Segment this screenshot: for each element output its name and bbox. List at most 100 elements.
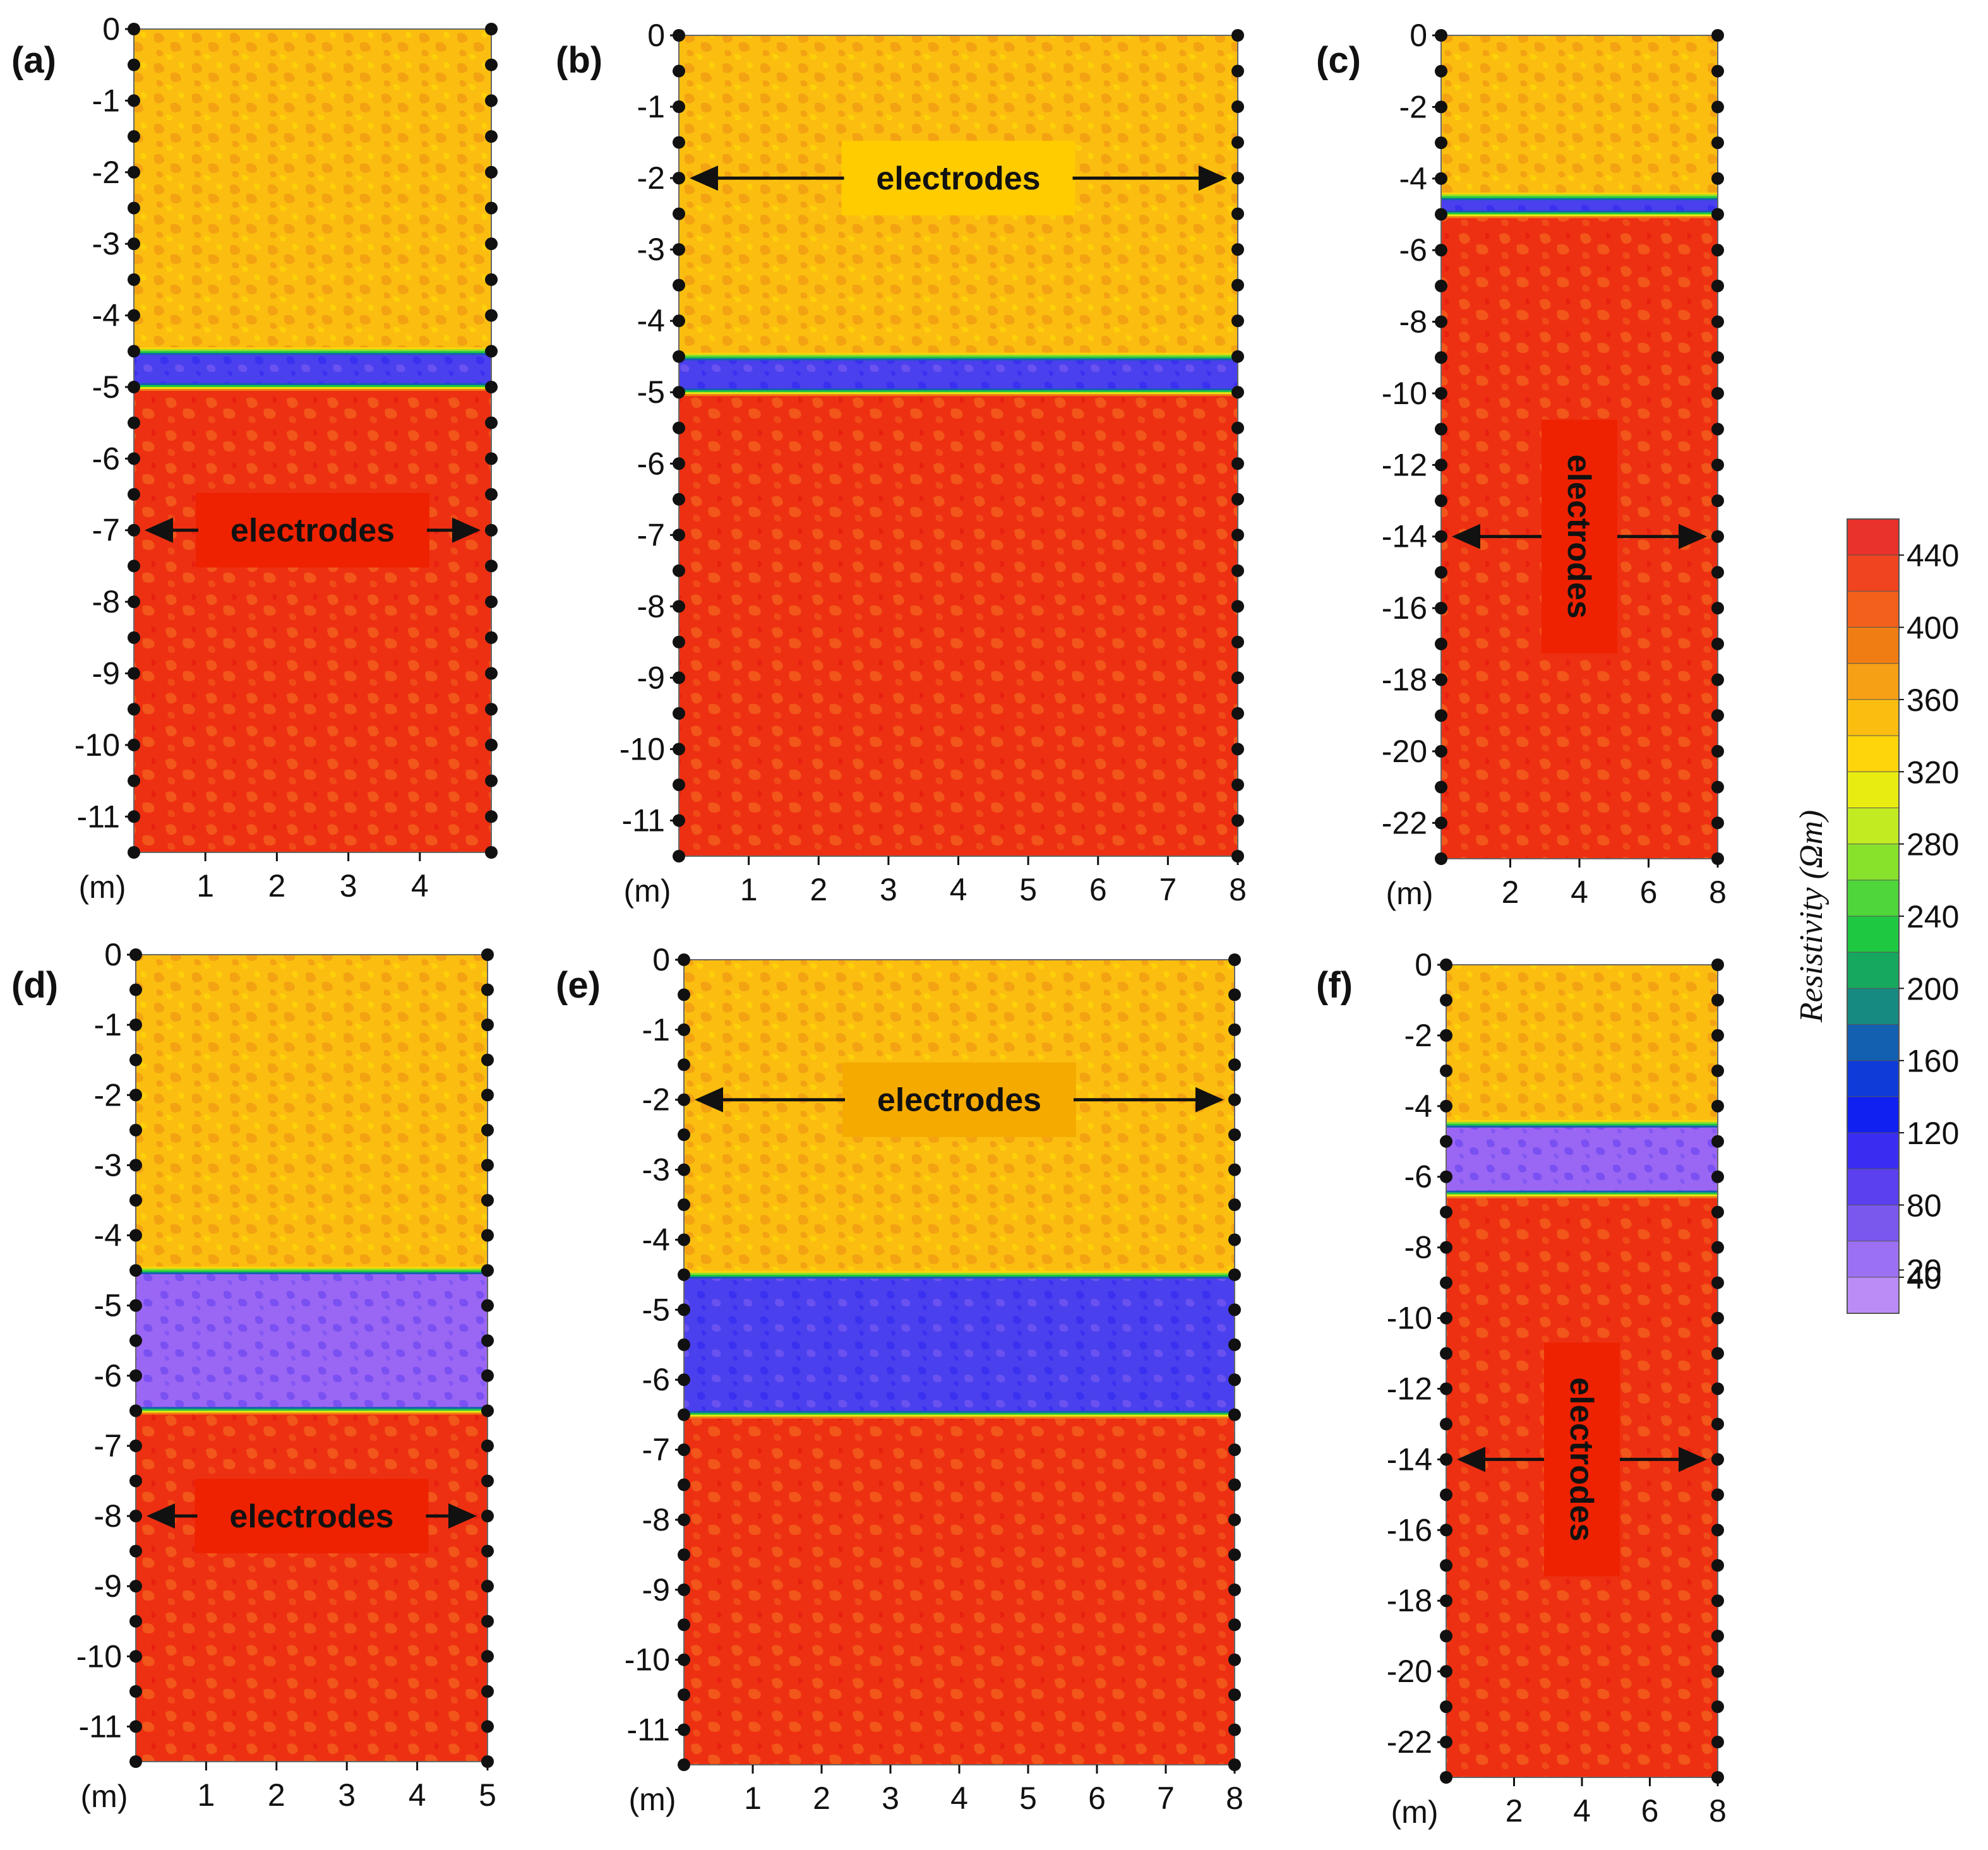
- y-tick-label: -11: [76, 799, 120, 834]
- layer-boundary: [1441, 210, 1718, 218]
- electrode-dot: [678, 1758, 690, 1771]
- electrode-dot: [1231, 457, 1244, 470]
- electrode-dot: [1711, 1453, 1724, 1466]
- electrode-dot: [673, 850, 685, 862]
- electrode-dot: [1711, 1029, 1724, 1042]
- y-tick-label: 0: [104, 937, 122, 972]
- x-unit-label: (m): [79, 869, 126, 905]
- electrode-dot: [1231, 136, 1244, 149]
- electrode-dot: [485, 23, 498, 35]
- panel-label: (b): [556, 40, 602, 81]
- y-tick-label: -7: [94, 1428, 122, 1464]
- electrode-dot: [673, 707, 685, 720]
- x-tick-label: 1: [744, 1781, 762, 1816]
- x-tick-label: 6: [1088, 1781, 1106, 1816]
- x-tick-label: 8: [1709, 1793, 1727, 1829]
- electrode-dot: [1440, 1700, 1452, 1714]
- annotation-box: [195, 1479, 429, 1554]
- electrode-dot: [481, 1299, 494, 1312]
- electrode-dot: [129, 1334, 142, 1347]
- electrode-dot: [1228, 1093, 1241, 1106]
- electrode-dot: [1711, 1241, 1724, 1254]
- y-tick-label: -6: [1399, 232, 1427, 268]
- electrode-dot: [1231, 207, 1244, 220]
- y-tick-label: 0: [647, 18, 665, 53]
- x-tick-label: 8: [1226, 1781, 1243, 1816]
- electrode-dot: [481, 1510, 494, 1523]
- layer-boundary: [136, 1267, 488, 1275]
- electrode-dot: [481, 1720, 494, 1733]
- electrode-dot: [678, 1688, 690, 1702]
- layer-middle: [679, 356, 1238, 393]
- electrode-dot: [673, 778, 685, 791]
- electrode-dot: [129, 1544, 142, 1558]
- electrode-dot: [129, 1474, 142, 1488]
- electrode-dot: [485, 452, 498, 465]
- x-unit-label: (m): [629, 1782, 676, 1817]
- x-tick-label: 7: [1157, 1781, 1175, 1816]
- electrode-dot: [1435, 136, 1447, 150]
- layer-boundary: [1446, 1190, 1718, 1198]
- electrode-dot: [1711, 780, 1724, 794]
- electrode-dot: [1711, 29, 1724, 42]
- electrode-dot: [1711, 602, 1724, 615]
- panel-label: (c): [1316, 40, 1361, 81]
- electrode-dot: [1711, 315, 1724, 328]
- y-tick-label: -1: [92, 83, 120, 118]
- annotation-box: [842, 1062, 1076, 1137]
- x-tick-label: 3: [882, 1781, 899, 1816]
- panel-b: 0 -1 -2 -3 -4 -5 -6 -7 -8 -9 -10 -11 1 2 3 4 5 6 7 8 (m) (b) e…: [556, 18, 1247, 909]
- electrode-dot: [1435, 566, 1447, 579]
- colorbar-swatch: [1847, 1024, 1899, 1061]
- electrode-dot: [129, 1685, 142, 1698]
- colorbar-tick-label: 240: [1907, 899, 1959, 934]
- x-tick-label: 2: [268, 868, 285, 904]
- electrode-dot: [673, 207, 685, 220]
- y-tick-label: -8: [94, 1498, 122, 1534]
- y-tick-label: -2: [642, 1082, 670, 1118]
- electrode-dot: [1228, 1478, 1241, 1491]
- electrode-dot: [485, 165, 498, 179]
- electrode-dot: [1231, 243, 1244, 256]
- electrode-dot: [1228, 1303, 1241, 1316]
- x-tick-label: 4: [950, 872, 967, 907]
- y-tick-label: -10: [620, 731, 665, 767]
- electrode-dot: [481, 1018, 494, 1032]
- electrode-dot: [1711, 1205, 1724, 1219]
- y-tick-label: -4: [92, 298, 120, 333]
- electrode-dot: [1228, 1723, 1241, 1736]
- electrode-dot: [1711, 1382, 1724, 1395]
- electrode-dot: [1711, 637, 1724, 650]
- electrode-dot: [1228, 1163, 1241, 1176]
- electrode-dot: [678, 1198, 690, 1212]
- electrode-dot: [485, 237, 498, 251]
- x-tick-label: 4: [950, 1781, 968, 1816]
- electrode-dot: [1711, 494, 1724, 508]
- electrode-dot: [1711, 1170, 1724, 1183]
- x-tick-label: 3: [340, 868, 357, 904]
- electrode-dot: [1711, 816, 1724, 830]
- colorbar-swatch: [1847, 519, 1899, 556]
- colorbar-tick-label: 440: [1907, 538, 1959, 573]
- y-tick-label: -2: [637, 160, 665, 196]
- electrode-dot: [1711, 1594, 1724, 1608]
- electrode-dot: [129, 1053, 142, 1066]
- electrode-dot: [678, 1338, 690, 1351]
- electrode-dot: [673, 421, 685, 434]
- y-tick-label: -6: [642, 1362, 670, 1397]
- electrode-dot: [1231, 564, 1244, 577]
- electrode-dot: [1711, 422, 1724, 436]
- electrode-dot: [481, 1053, 494, 1066]
- electrode-dot: [481, 1229, 494, 1242]
- electrode-dot: [128, 273, 140, 286]
- x-tick-label: 5: [479, 1777, 496, 1813]
- electrode-dot: [1231, 421, 1244, 434]
- electrode-dot: [1711, 1736, 1724, 1749]
- x-tick-label: 1: [740, 872, 758, 907]
- x-tick-label: 6: [1641, 1793, 1659, 1829]
- electrode-dot: [481, 1264, 494, 1277]
- y-tick-label: 0: [102, 11, 120, 47]
- annotation-text: electrodes: [229, 1498, 393, 1535]
- x-unit-label: (m): [1386, 876, 1434, 911]
- electrodes-annotation: electrodes: [145, 492, 481, 568]
